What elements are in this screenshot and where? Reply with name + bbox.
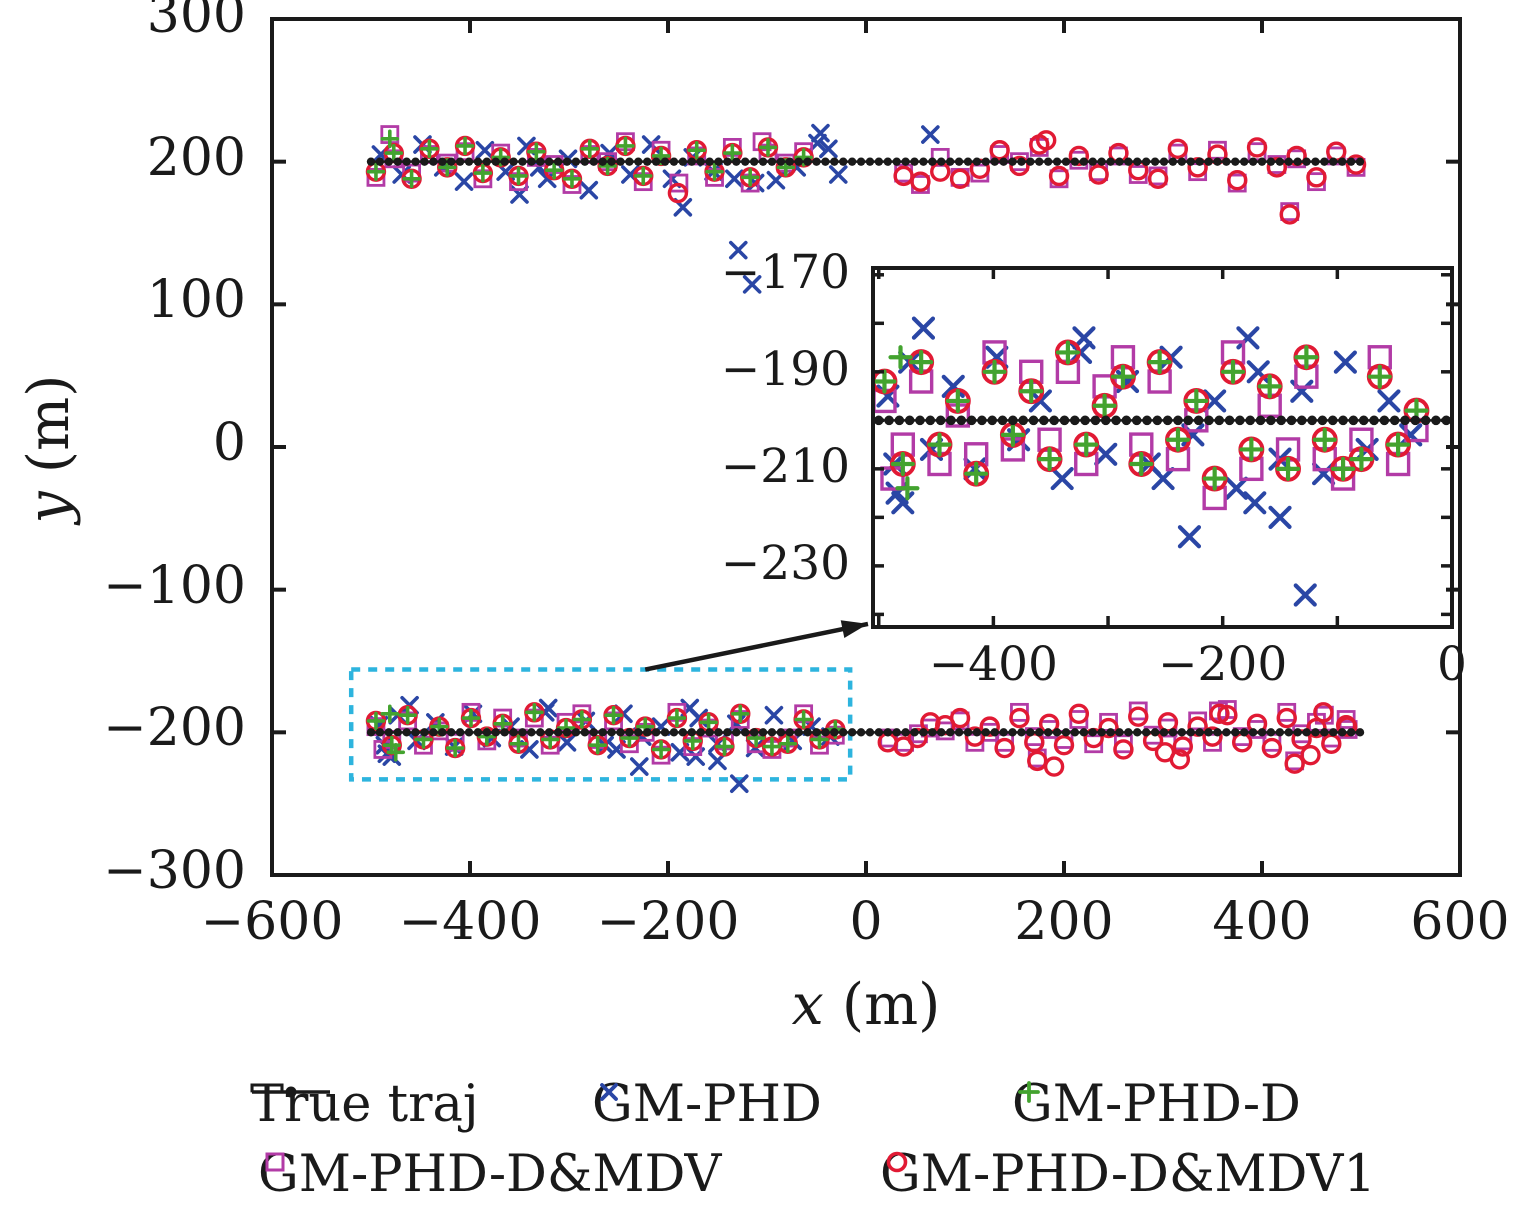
legend-item-gm-phd: GM-PHD (592, 1072, 822, 1136)
main-x-tick-label: −600 (200, 892, 344, 952)
legend-label: GM-PHD (592, 1074, 822, 1134)
main-x-tick-label: 400 (1212, 892, 1312, 952)
inset-y-tick-label: −190 (720, 341, 850, 397)
main-x-tick-label: −400 (398, 892, 542, 952)
x-axis-unit: (m) (823, 972, 941, 1038)
x-axis-label: x (m) (716, 972, 1016, 1038)
main-y-tick-label: 0 (212, 413, 246, 473)
main-x-tick-label: 200 (1014, 892, 1114, 952)
legend-label: True traj (250, 1074, 479, 1134)
inset-x-tick-label: −200 (1158, 637, 1288, 692)
main-x-tick-label: 0 (849, 892, 883, 952)
legend-item-true-traj: True traj (250, 1072, 479, 1136)
inset-y-tick-label: −210 (720, 438, 850, 494)
y-axis-unit: (m) (16, 374, 82, 492)
legend-item-gm-phd-d: GM-PHD-D (1012, 1072, 1301, 1136)
main-y-tick-label: 200 (146, 127, 246, 188)
y-axis-var: y (16, 491, 82, 524)
x-axis-var: x (791, 972, 824, 1038)
main-x-tick-label: −200 (596, 892, 740, 952)
main-y-tick-label: 100 (146, 270, 246, 331)
true-trajectories (366, 157, 1365, 737)
main-y-tick-label: −100 (103, 555, 246, 616)
main-y-tick-label: −300 (103, 841, 246, 901)
legend-label: GM-PHD-D (1012, 1074, 1301, 1134)
legend-item-gm-phd-d-mdv1: GM-PHD-D&MDV1 (880, 1142, 1376, 1205)
inset-x-tick-label: −400 (928, 637, 1058, 692)
legend-label: GM-PHD-D&MDV1 (880, 1144, 1376, 1204)
inset-y-tick-label: −170 (720, 244, 850, 300)
legend-label: GM-PHD-D&MDV (258, 1144, 722, 1204)
main-y-tick-label: 300 (146, 0, 246, 45)
inset-x-tick-label: 0 (1437, 637, 1467, 692)
main-series (365, 123, 1367, 793)
inset-y-tick-label: −230 (720, 535, 850, 591)
y-axis-label: y (m) (16, 299, 82, 599)
main-y-tick-label: −200 (103, 698, 246, 759)
main-x-tick-label: 600 (1410, 892, 1510, 952)
legend-item-gm-phd-d-mdv: GM-PHD-D&MDV (258, 1142, 721, 1205)
inset-content (875, 316, 1450, 607)
